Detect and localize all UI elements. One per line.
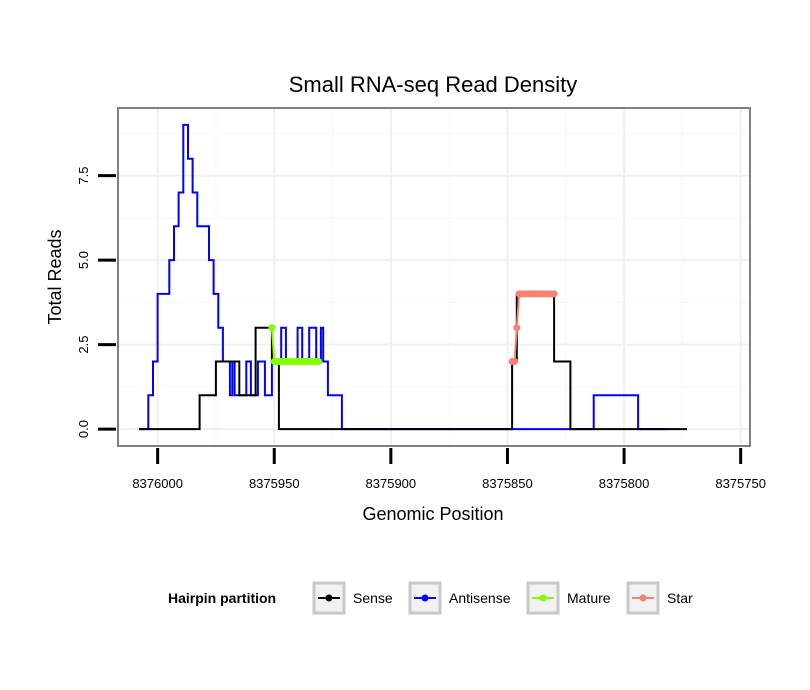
- x-axis-label: Genomic Position: [362, 504, 503, 524]
- legend-item-mature: Mature: [526, 581, 611, 615]
- legend-title: Hairpin partition: [168, 590, 276, 606]
- point-mature-20: [315, 358, 323, 365]
- x-tick-label-5: 8375750: [715, 476, 766, 491]
- y-axis-label: Total Reads: [45, 229, 65, 324]
- y-axis: 0.0 2.5 5.0 7.5: [76, 167, 116, 438]
- point-star-1: [510, 358, 518, 365]
- legend-item-star: Star: [626, 581, 693, 615]
- x-tick-label-1: 8375950: [249, 476, 300, 491]
- plot-panel: [117, 107, 751, 447]
- legend-marker-sense: [325, 594, 333, 602]
- series-layer: [139, 123, 687, 431]
- legend-label-mature: Mature: [567, 590, 611, 606]
- legend-marker-star: [639, 594, 647, 602]
- y-tick-label-3: 7.5: [76, 167, 91, 185]
- legend-label-star: Star: [667, 590, 693, 606]
- plot-border: [117, 107, 751, 447]
- point-mature-0: [268, 324, 276, 332]
- legend-items: Sense Antisense Mature Star: [312, 581, 693, 615]
- legend-label-antisense: Antisense: [449, 590, 511, 606]
- legend: Hairpin partition Sense Antisense Mature St…: [168, 581, 693, 615]
- x-tick-label-0: 8376000: [132, 476, 183, 491]
- series-line-sense: [139, 292, 687, 431]
- y-tick-label-2: 5.0: [76, 251, 91, 269]
- x-axis: 8376000 8375950 8375900 8375850 8375800 83757…: [132, 448, 766, 491]
- point-star-2: [513, 324, 521, 332]
- legend-label-sense: Sense: [353, 590, 393, 606]
- y-tick-label-0: 0.0: [76, 420, 91, 438]
- x-tick-label-2: 8375900: [366, 476, 417, 491]
- point-star-18: [550, 290, 558, 298]
- x-tick-label-4: 8375800: [599, 476, 650, 491]
- chart-title: Small RNA-seq Read Density: [289, 72, 578, 97]
- grid-lines: [119, 109, 749, 445]
- legend-item-sense: Sense: [312, 581, 393, 615]
- legend-marker-mature: [539, 594, 547, 602]
- x-tick-label-3: 8375850: [482, 476, 533, 491]
- y-tick-label-1: 2.5: [76, 336, 91, 354]
- legend-marker-antisense: [421, 594, 429, 602]
- legend-item-antisense: Antisense: [408, 581, 511, 615]
